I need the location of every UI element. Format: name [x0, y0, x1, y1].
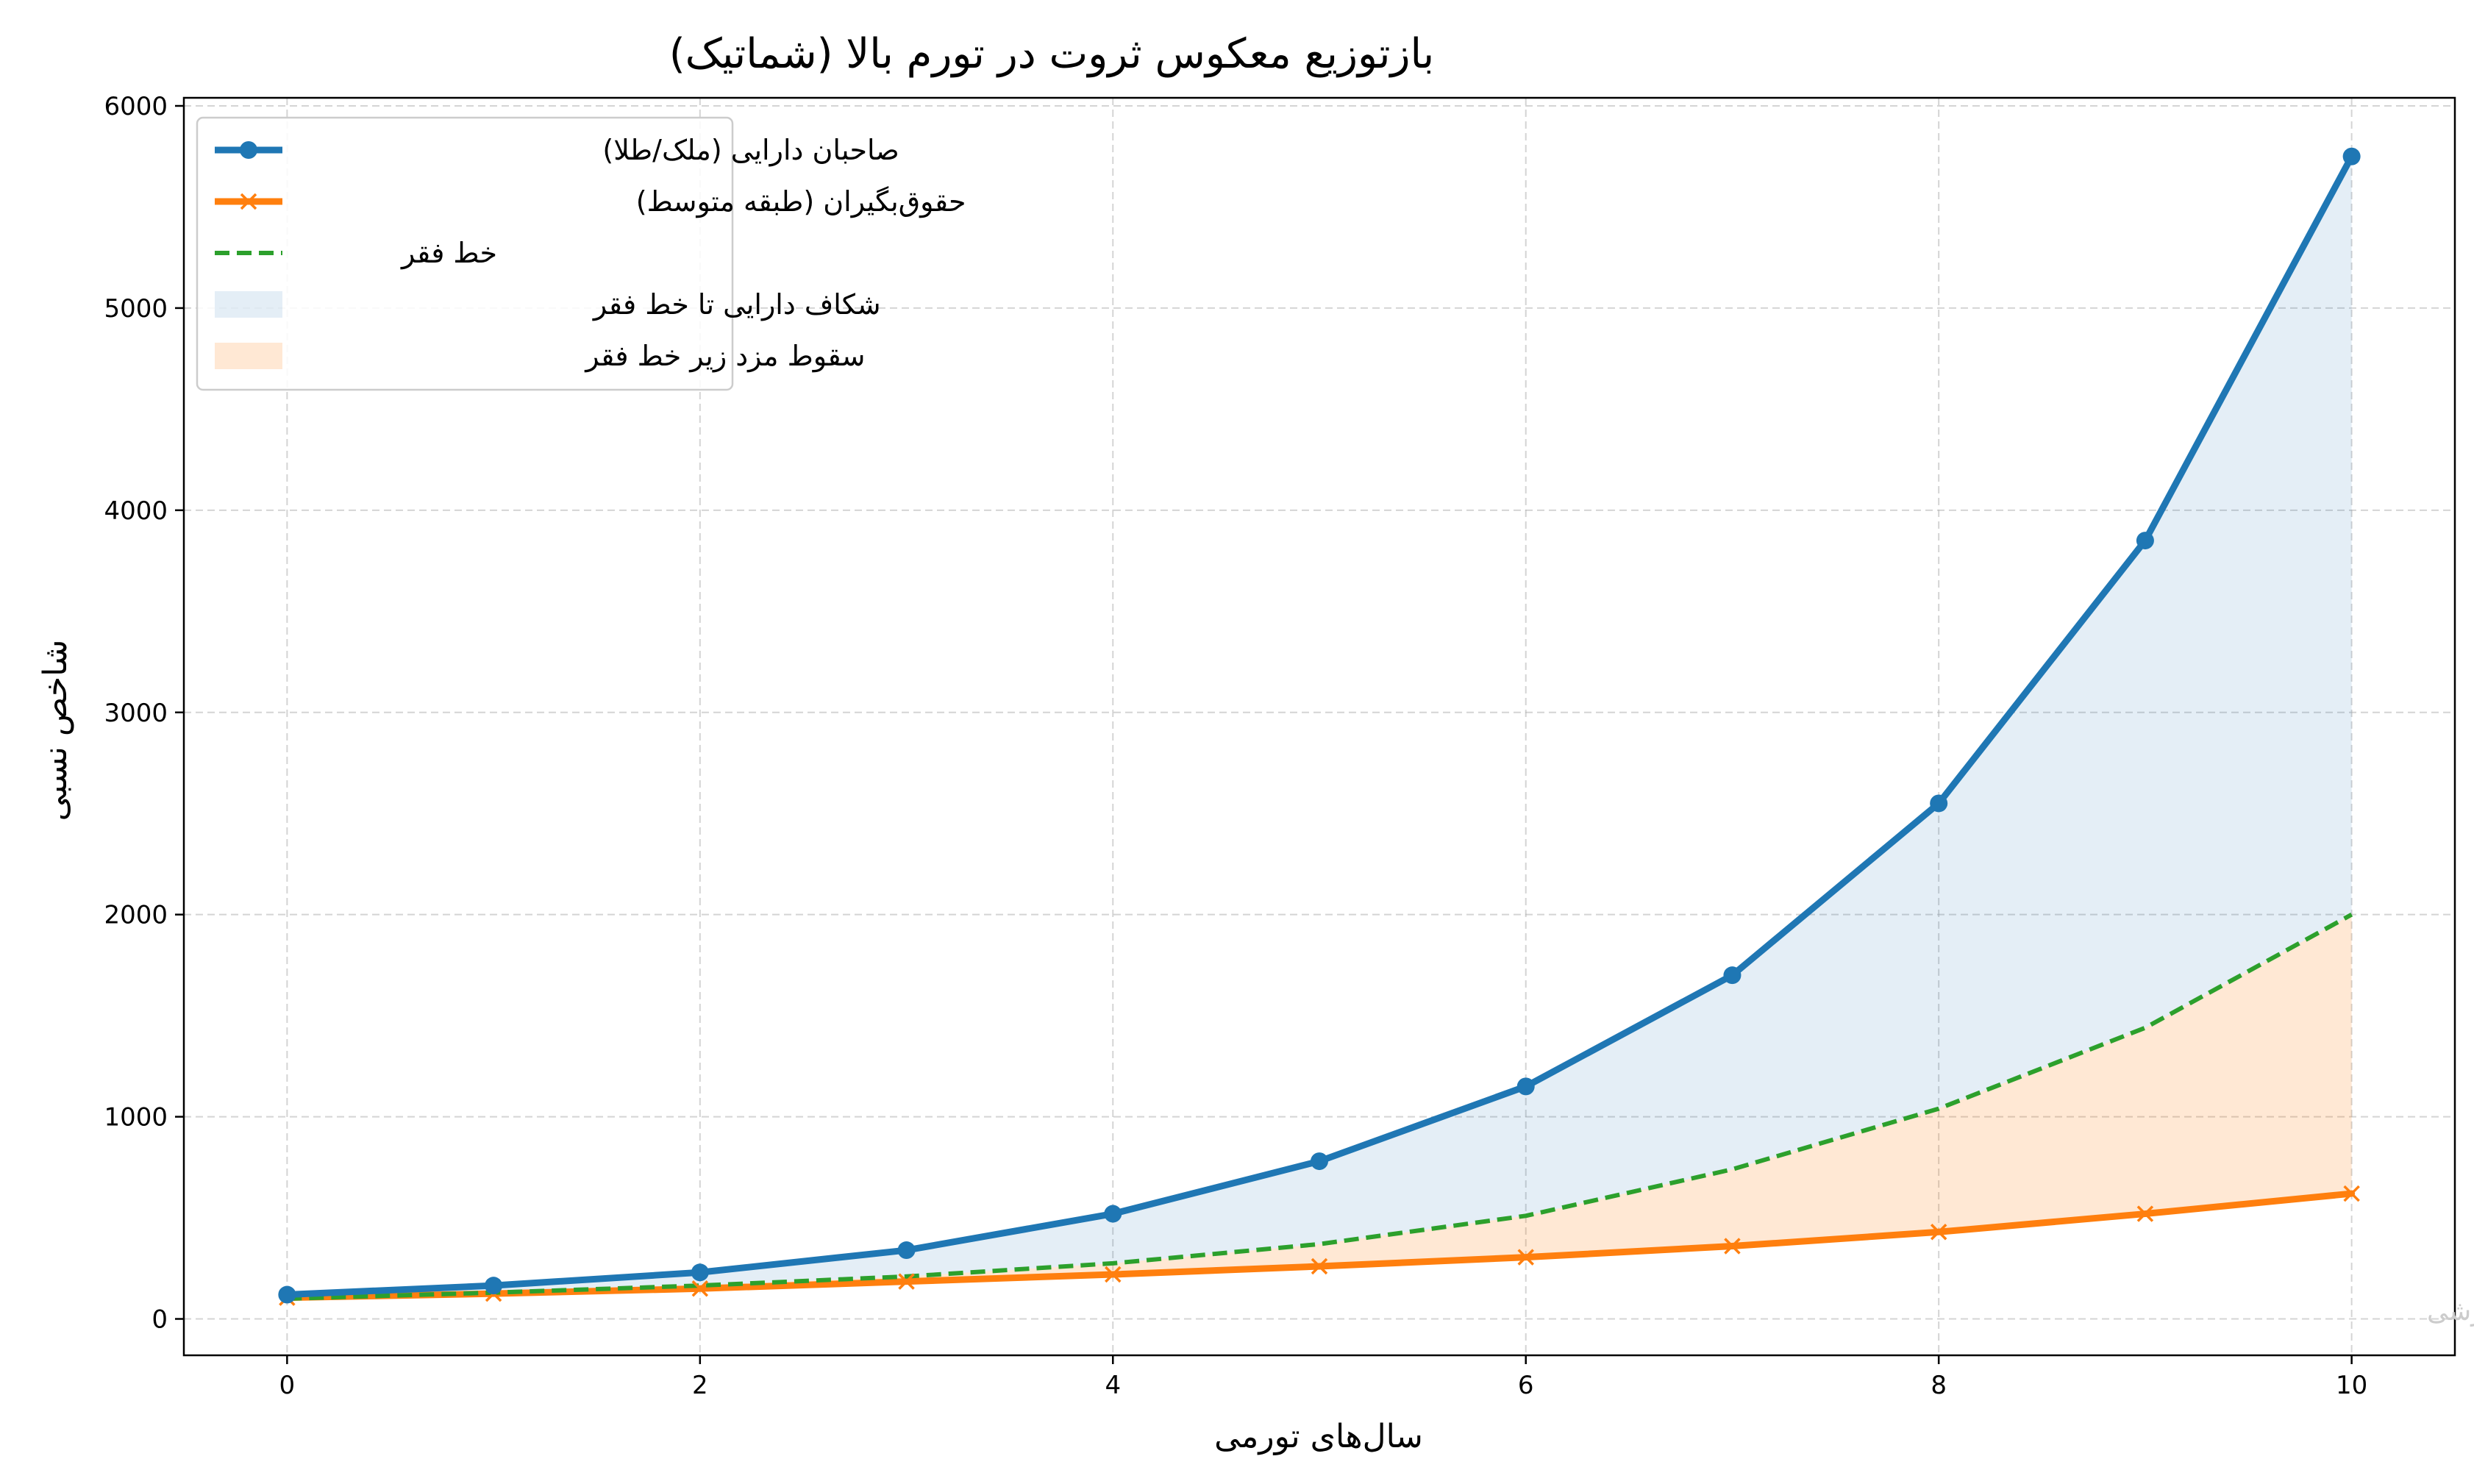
y-tick-label: 5000 [104, 294, 168, 324]
legend-label: صاحبان دارایی (ملک/طلا) [602, 134, 899, 166]
x-axis-label: سال‌های تورمی [1214, 1418, 1423, 1455]
fill-areas [287, 156, 2352, 1299]
y-tick-label: 3000 [104, 699, 168, 728]
data-point [1724, 1238, 1741, 1255]
fill-area [287, 914, 2352, 1299]
plot-frame [182, 96, 2456, 1357]
data-point [2343, 1185, 2360, 1202]
x-tick-label: 10 [2336, 1371, 2367, 1400]
data-point [1105, 1266, 1122, 1283]
legend-swatch [215, 291, 282, 318]
data-point [1311, 1152, 1328, 1171]
data-point [1516, 1077, 1535, 1096]
legend-marker [240, 193, 257, 210]
data-point [485, 1277, 503, 1295]
x-tick-label: 4 [1105, 1371, 1121, 1400]
data-point [2136, 532, 2154, 550]
data-point [2136, 1205, 2154, 1222]
legend-box [196, 116, 734, 391]
data-point [691, 1263, 709, 1282]
chart-title: بازتوزیع معکوس ثروت در تورم بالا (شماتیک… [669, 30, 1434, 78]
y-tick-label: 1000 [104, 1103, 168, 1132]
legend-label: سقوط مزد زیر خط فقر [584, 340, 865, 373]
legend-label: حقوق‌بگیران (طبقه متوسط) [636, 185, 966, 218]
data-point [898, 1273, 915, 1290]
legend-marker [240, 141, 257, 159]
x-tick-label: 2 [692, 1371, 708, 1400]
fill-area [287, 156, 2352, 1299]
data-point [278, 1285, 296, 1304]
data-point [1311, 1258, 1328, 1275]
x-tick-label: 6 [1518, 1371, 1534, 1400]
y-tick-label: 4000 [104, 496, 168, 526]
legend-label: شکاف دارایی تا خط فقر [592, 288, 881, 321]
data-point [1723, 966, 1742, 985]
legend-swatch [215, 343, 282, 369]
data-point [1930, 794, 1948, 813]
y-tick-label: 0 [151, 1305, 168, 1335]
data-point [1104, 1205, 1122, 1223]
data-point [2342, 147, 2361, 165]
y-tick-label: 6000 [104, 92, 168, 121]
series-markers [278, 147, 2361, 1306]
watermark: شماتیک / آموزشی [2427, 1294, 2474, 1327]
data-point [1930, 1224, 1947, 1241]
x-tick-label: 0 [279, 1371, 296, 1400]
x-tick-label: 8 [1931, 1371, 1947, 1400]
data-point [897, 1241, 916, 1260]
grid [184, 98, 2455, 1355]
y-tick-label: 2000 [104, 901, 168, 930]
data-point [1517, 1249, 1534, 1266]
data-point [691, 1280, 709, 1297]
series-line [287, 913, 2353, 1302]
legend: صاحبان دارایی (ملک/طلا) حقوق‌بگیران (طبقه… [196, 116, 966, 391]
y-axis-label: شاخص نسبی [37, 640, 74, 821]
legend-label: خط فقر [400, 237, 497, 270]
axis-ticks: 0 2 4 6 8 10 0 1000 2000 3000 4000 5000 6000 [104, 92, 2367, 1400]
